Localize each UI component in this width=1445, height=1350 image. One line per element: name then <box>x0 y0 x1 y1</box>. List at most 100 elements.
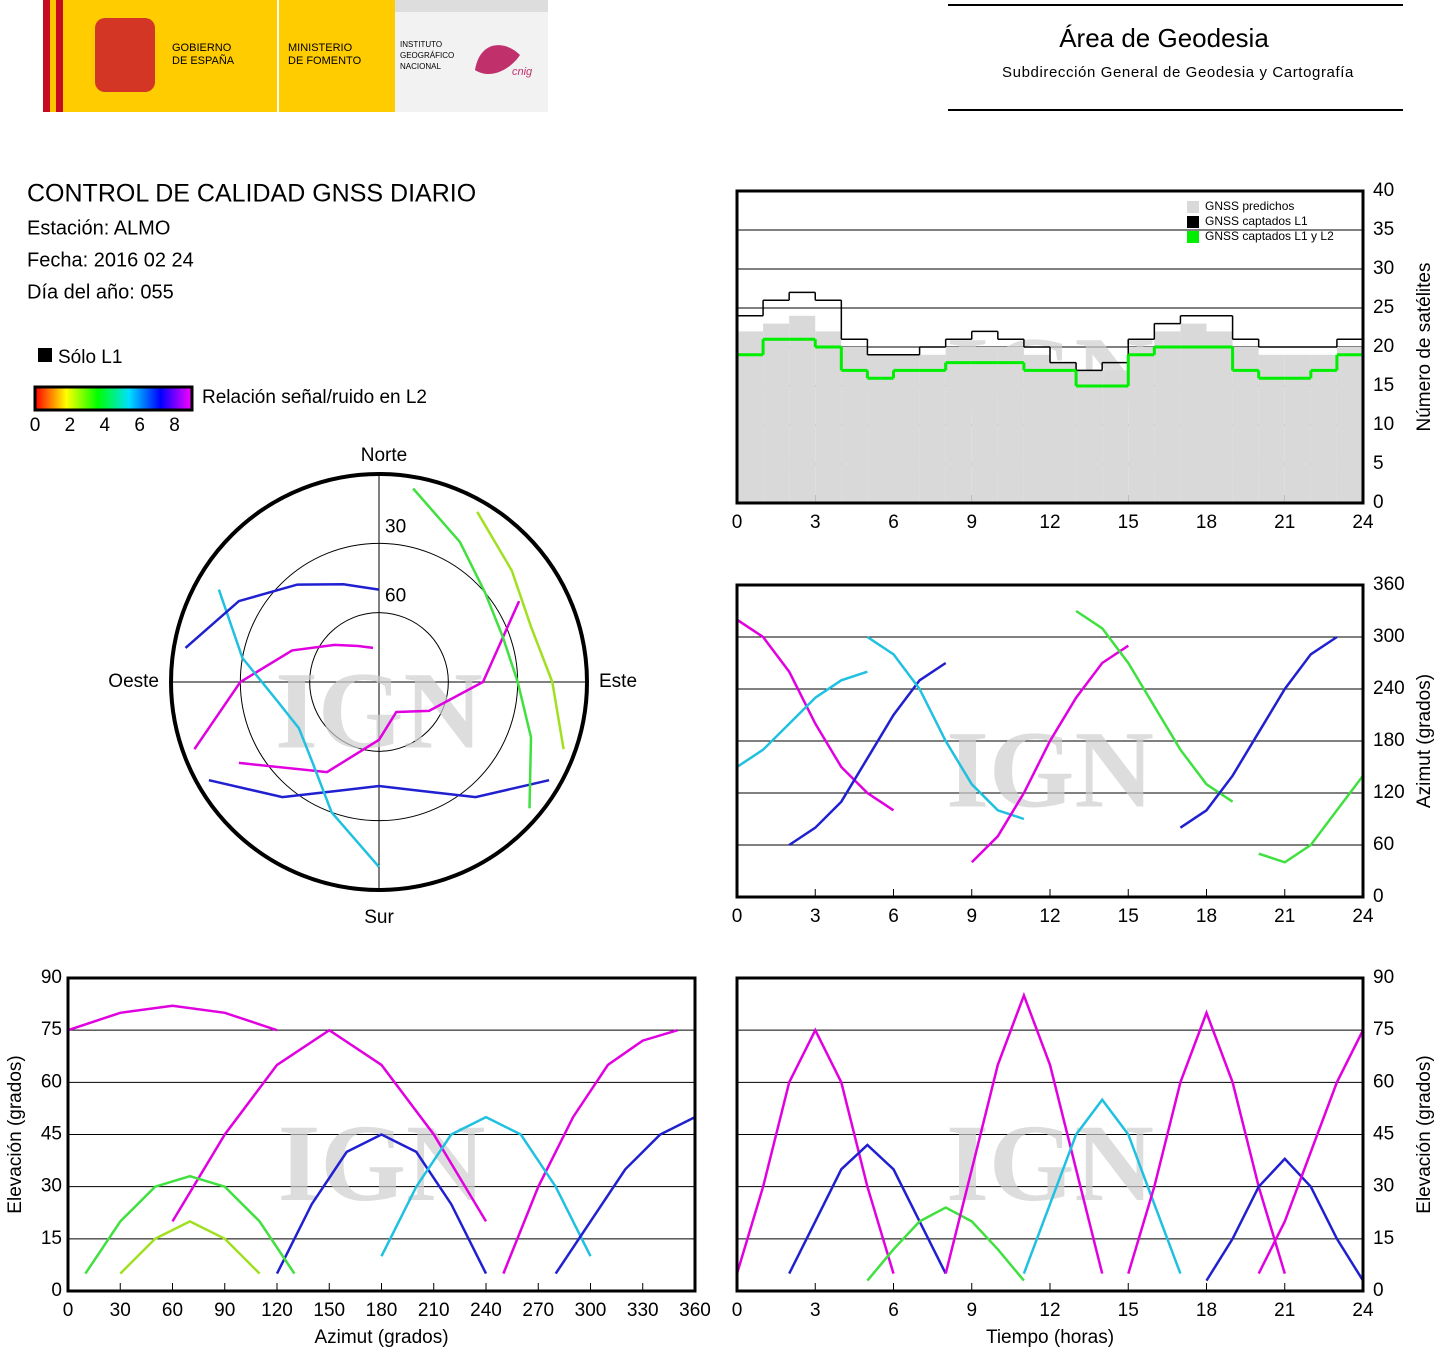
ministerio-line: MINISTERIO <box>288 42 353 54</box>
elevation-ring-label: 30 <box>385 516 406 537</box>
track <box>1258 774 1363 864</box>
direction-west: Oeste <box>108 671 159 692</box>
x-tick-label: 120 <box>261 1300 293 1321</box>
track <box>970 644 1129 864</box>
y-tick-label: 240 <box>1373 678 1405 699</box>
legend-swatch <box>1187 201 1199 213</box>
x-tick-label: 0 <box>732 1300 743 1321</box>
x-tick-label: 150 <box>313 1300 345 1321</box>
cnig-text: cnig <box>512 66 533 78</box>
track <box>944 991 1104 1274</box>
track <box>68 1004 278 1032</box>
x-tick-label: 0 <box>732 512 743 533</box>
area-step <box>841 347 868 503</box>
x-tick-label: 3 <box>810 906 821 927</box>
watermark: IGN <box>278 1102 486 1224</box>
y-tick-label: 25 <box>1373 297 1394 318</box>
y-tick-label: 75 <box>1373 1019 1394 1040</box>
area-step <box>1023 354 1050 503</box>
x-tick-label: 9 <box>966 1300 977 1321</box>
x-tick-label: 12 <box>1039 512 1060 533</box>
y-tick-label: 0 <box>1373 492 1384 513</box>
area-step <box>945 347 972 503</box>
legend-swatch <box>1187 216 1199 228</box>
coat-of-arms <box>95 18 155 92</box>
area-step <box>1102 370 1129 503</box>
area-step <box>893 354 920 503</box>
y-axis-label: Elevación (grados) <box>5 1055 26 1213</box>
x-tick-label: 9 <box>966 512 977 533</box>
ign-logo-box <box>395 0 548 112</box>
legend-swatch <box>1187 231 1199 243</box>
cnig-logo <box>475 45 520 75</box>
snr-colorbar <box>33 385 194 412</box>
instituto-line: GEOGRÁFICO <box>400 51 454 60</box>
y-tick-label: 60 <box>1373 1071 1394 1092</box>
area-step <box>1310 354 1337 503</box>
legend-label: GNSS predichos <box>1205 199 1294 213</box>
legend-label: GNSS captados L1 <box>1205 214 1308 228</box>
station: Estación: ALMO <box>27 217 170 239</box>
track <box>788 661 947 847</box>
y-tick-label: 15 <box>41 1228 62 1249</box>
y-tick-label: 45 <box>41 1124 62 1145</box>
y-tick-label: 5 <box>1373 453 1384 474</box>
y-tick-label: 0 <box>1373 886 1384 907</box>
track <box>171 1028 488 1223</box>
y-tick-label: 75 <box>41 1019 62 1040</box>
area-step <box>1206 331 1233 503</box>
area-step <box>1336 347 1363 503</box>
x-tick-label: 180 <box>366 1300 398 1321</box>
y-tick-label: 180 <box>1373 730 1405 751</box>
track <box>866 1206 1025 1282</box>
snr-tick-label: 6 <box>134 415 145 436</box>
area-step <box>1154 331 1181 503</box>
track <box>502 1029 678 1275</box>
instituto-line: INSTITUTO <box>400 40 442 49</box>
track <box>737 1027 895 1274</box>
track <box>1179 635 1338 829</box>
area-step <box>815 331 842 503</box>
x-tick-label: 3 <box>810 512 821 533</box>
track <box>1075 609 1234 803</box>
area-step <box>737 331 764 503</box>
x-tick-label: 21 <box>1274 1300 1295 1321</box>
x-tick-label: 6 <box>888 512 899 533</box>
area-step <box>1180 323 1207 503</box>
plot-frame <box>66 976 697 1293</box>
elevation-ring <box>309 612 449 752</box>
y-tick-label: 30 <box>1373 258 1394 279</box>
y-axis-label: Azimut (grados) <box>1414 674 1435 808</box>
track <box>788 1143 947 1275</box>
track <box>1022 1097 1182 1275</box>
area-step <box>971 347 998 503</box>
x-tick-label: 12 <box>1039 906 1060 927</box>
ministerio-line: DE FOMENTO <box>288 55 362 67</box>
area-step <box>1232 347 1259 503</box>
instituto-line: NACIONAL <box>400 62 441 71</box>
x-tick-label: 300 <box>575 1300 607 1321</box>
x-tick-label: 24 <box>1352 512 1374 533</box>
x-axis-label: Azimut (grados) <box>314 1327 448 1348</box>
snr-tick-label: 4 <box>99 415 110 436</box>
snr-label: Relación señal/ruido en L2 <box>202 387 427 408</box>
x-tick-label: 24 <box>1352 1300 1374 1321</box>
y-tick-label: 60 <box>1373 834 1394 855</box>
y-axis-label: Elevación (grados) <box>1414 1055 1435 1213</box>
date: Fecha: 2016 02 24 <box>27 249 194 271</box>
x-tick-label: 15 <box>1118 512 1139 533</box>
sky-track <box>412 487 533 809</box>
plot-frame <box>735 583 1365 899</box>
y-tick-label: 0 <box>1373 1280 1384 1301</box>
x-tick-label: 15 <box>1118 906 1139 927</box>
area-step <box>763 323 790 503</box>
track <box>1257 1029 1363 1275</box>
y-tick-label: 30 <box>41 1176 62 1197</box>
snr-tick-label: 8 <box>169 415 180 436</box>
gobierno-line: DE ESPAÑA <box>172 54 235 67</box>
direction-north: Norte <box>361 445 407 466</box>
plot-frame <box>735 189 1365 505</box>
track <box>380 1115 592 1257</box>
area-step <box>1050 362 1077 503</box>
